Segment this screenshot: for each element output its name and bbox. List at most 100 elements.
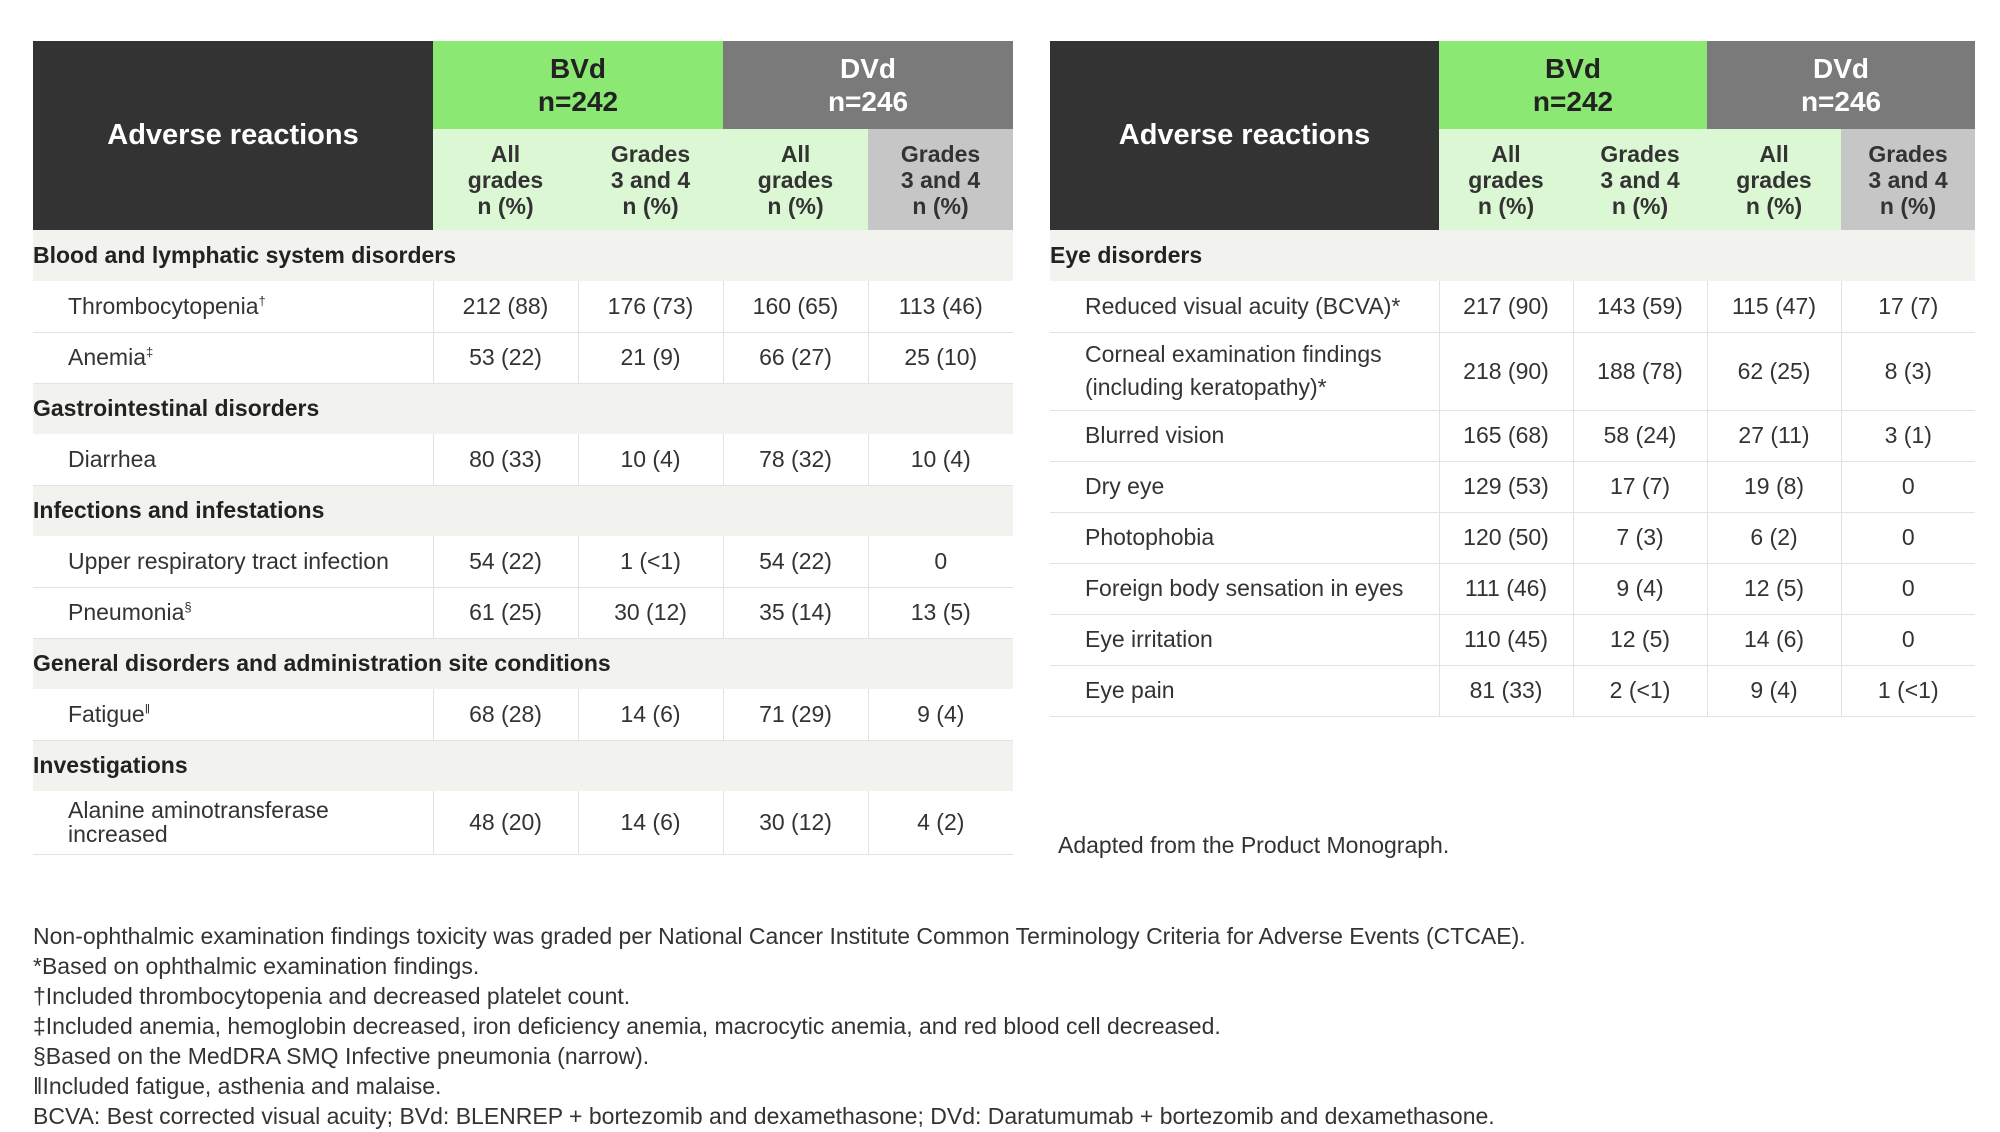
value-dvd-all: 71 (29)	[722, 689, 869, 741]
section-title: Gastrointestinal disorders	[33, 383, 1014, 434]
dvd-name: DVd	[1813, 53, 1870, 84]
footnote: ‡Included anemia, hemoglobin decreased, …	[33, 1013, 1221, 1039]
value-dvd-g34: 113 (46)	[867, 281, 1014, 333]
table-row: Eye pain 81 (33) 2 (<1) 9 (4) 1 (<1)	[1050, 665, 1976, 717]
value-bvd-g34: 17 (7)	[1572, 461, 1708, 513]
section-row: Eye disorders	[1050, 230, 1976, 281]
value-dvd-g34: 0	[1840, 614, 1976, 666]
right-adverse-reactions-table: Adverse reactions BVd n=242 DVd n=246 Al…	[1050, 41, 1976, 717]
subheader-bvd-all-grades: All grades n (%)	[433, 129, 578, 230]
footnote: ‖Included fatigue, asthenia and malaise.	[33, 1073, 442, 1099]
value-dvd-all: 19 (8)	[1706, 461, 1842, 513]
section-title: Blood and lymphatic system disorders	[33, 230, 1014, 281]
value-bvd-all: 165 (68)	[1438, 410, 1573, 462]
dvd-name: DVd	[840, 53, 897, 84]
value-dvd-g34: 25 (10)	[867, 332, 1014, 384]
value-dvd-g34: 0	[867, 536, 1014, 588]
reaction-name: Anemia‡	[33, 332, 433, 384]
footnote: *Based on ophthalmic examination finding…	[33, 953, 480, 979]
value-dvd-all: 12 (5)	[1706, 563, 1842, 615]
subheader-dvd-all-grades: All grades n (%)	[1707, 129, 1842, 230]
table-row: Dry eye 129 (53) 17 (7) 19 (8) 0	[1050, 461, 1976, 513]
reaction-name: Thrombocytopenia†	[33, 281, 433, 333]
bvd-n: n=242	[537, 86, 619, 117]
reaction-name: Diarrhea	[33, 434, 433, 486]
section-title: Eye disorders	[1050, 230, 1976, 281]
footnote: †Included thrombocytopenia and decreased…	[33, 983, 631, 1009]
value-bvd-all: 218 (90)	[1438, 332, 1573, 411]
value-dvd-all: 30 (12)	[722, 791, 869, 855]
reaction-name: Photophobia	[1050, 512, 1439, 564]
value-bvd-g34: 1 (<1)	[577, 536, 724, 588]
dvd-n: n=246	[1800, 86, 1882, 117]
header-bvd: BVd n=242	[1439, 41, 1708, 129]
adapted-note: Adapted from the Product Monograph.	[1058, 832, 1450, 858]
section-row: Gastrointestinal disorders	[33, 383, 1014, 434]
value-dvd-g34: 10 (4)	[867, 434, 1014, 486]
table-row: Eye irritation 110 (45) 12 (5) 14 (6) 0	[1050, 614, 1976, 666]
section-title: Infections and infestations	[33, 485, 1014, 536]
value-dvd-all: 78 (32)	[722, 434, 869, 486]
value-dvd-g34: 0	[1840, 563, 1976, 615]
reaction-name: Eye irritation	[1050, 614, 1439, 666]
header-adverse-reactions: Adverse reactions	[33, 41, 433, 230]
value-dvd-g34: 17 (7)	[1840, 281, 1976, 333]
value-bvd-all: 217 (90)	[1438, 281, 1573, 333]
value-bvd-all: 111 (46)	[1438, 563, 1573, 615]
value-bvd-all: 54 (22)	[432, 536, 578, 588]
table-row: Blurred vision 165 (68) 58 (24) 27 (11) …	[1050, 410, 1976, 462]
value-bvd-g34: 2 (<1)	[1572, 665, 1708, 717]
value-dvd-all: 14 (6)	[1706, 614, 1842, 666]
value-bvd-g34: 58 (24)	[1572, 410, 1708, 462]
section-title: Investigations	[33, 740, 1014, 791]
reaction-name: Reduced visual acuity (BCVA)*	[1050, 281, 1439, 333]
bvd-name: BVd	[1545, 53, 1601, 84]
table-row: Alanine aminotransferase increased 48 (2…	[33, 791, 1014, 855]
table-row: Fatigue‖ 68 (28) 14 (6) 71 (29) 9 (4)	[33, 689, 1014, 741]
value-bvd-g34: 9 (4)	[1572, 563, 1708, 615]
value-bvd-g34: 176 (73)	[577, 281, 724, 333]
section-row: Infections and infestations	[33, 485, 1014, 536]
value-dvd-g34: 13 (5)	[867, 587, 1014, 639]
footnote-mark: †	[258, 293, 266, 309]
value-bvd-g34: 12 (5)	[1572, 614, 1708, 666]
value-bvd-all: 129 (53)	[1438, 461, 1573, 513]
header-bvd: BVd n=242	[433, 41, 724, 129]
table-row: Diarrhea 80 (33) 10 (4) 78 (32) 10 (4)	[33, 434, 1014, 486]
value-bvd-g34: 14 (6)	[577, 689, 724, 741]
value-dvd-all: 9 (4)	[1706, 665, 1842, 717]
value-bvd-all: 53 (22)	[432, 332, 578, 384]
subheader-dvd-all-grades: All grades n (%)	[723, 129, 869, 230]
dvd-n: n=246	[827, 86, 909, 117]
table-row: Foreign body sensation in eyes 111 (46) …	[1050, 563, 1976, 615]
value-dvd-all: 160 (65)	[722, 281, 869, 333]
value-dvd-g34: 0	[1840, 512, 1976, 564]
header-adverse-reactions: Adverse reactions	[1050, 41, 1439, 230]
value-bvd-all: 68 (28)	[432, 689, 578, 741]
bvd-name: BVd	[550, 53, 606, 84]
reaction-name: Upper respiratory tract infection	[33, 536, 433, 588]
value-dvd-all: 62 (25)	[1706, 332, 1842, 411]
header-dvd: DVd n=246	[1707, 41, 1976, 129]
value-dvd-all: 66 (27)	[722, 332, 869, 384]
table-row: Thrombocytopenia† 212 (88) 176 (73) 160 …	[33, 281, 1014, 333]
value-dvd-g34: 1 (<1)	[1840, 665, 1976, 717]
footnotes: Non-ophthalmic examination findings toxi…	[33, 921, 1983, 1131]
value-bvd-all: 61 (25)	[432, 587, 578, 639]
value-dvd-g34: 3 (1)	[1840, 410, 1976, 462]
value-bvd-g34: 7 (3)	[1572, 512, 1708, 564]
value-dvd-all: 54 (22)	[722, 536, 869, 588]
footnote-mark: §	[184, 599, 192, 615]
reaction-name: Pneumonia§	[33, 587, 433, 639]
value-bvd-g34: 143 (59)	[1572, 281, 1708, 333]
value-dvd-g34: 8 (3)	[1840, 332, 1976, 411]
header-dvd: DVd n=246	[723, 41, 1014, 129]
footnote: §Based on the MedDRA SMQ Infective pneum…	[33, 1043, 650, 1069]
reaction-name: Blurred vision	[1050, 410, 1439, 462]
table-row: Reduced visual acuity (BCVA)* 217 (90) 1…	[1050, 281, 1976, 333]
value-bvd-g34: 14 (6)	[577, 791, 724, 855]
value-dvd-all: 27 (11)	[1706, 410, 1842, 462]
